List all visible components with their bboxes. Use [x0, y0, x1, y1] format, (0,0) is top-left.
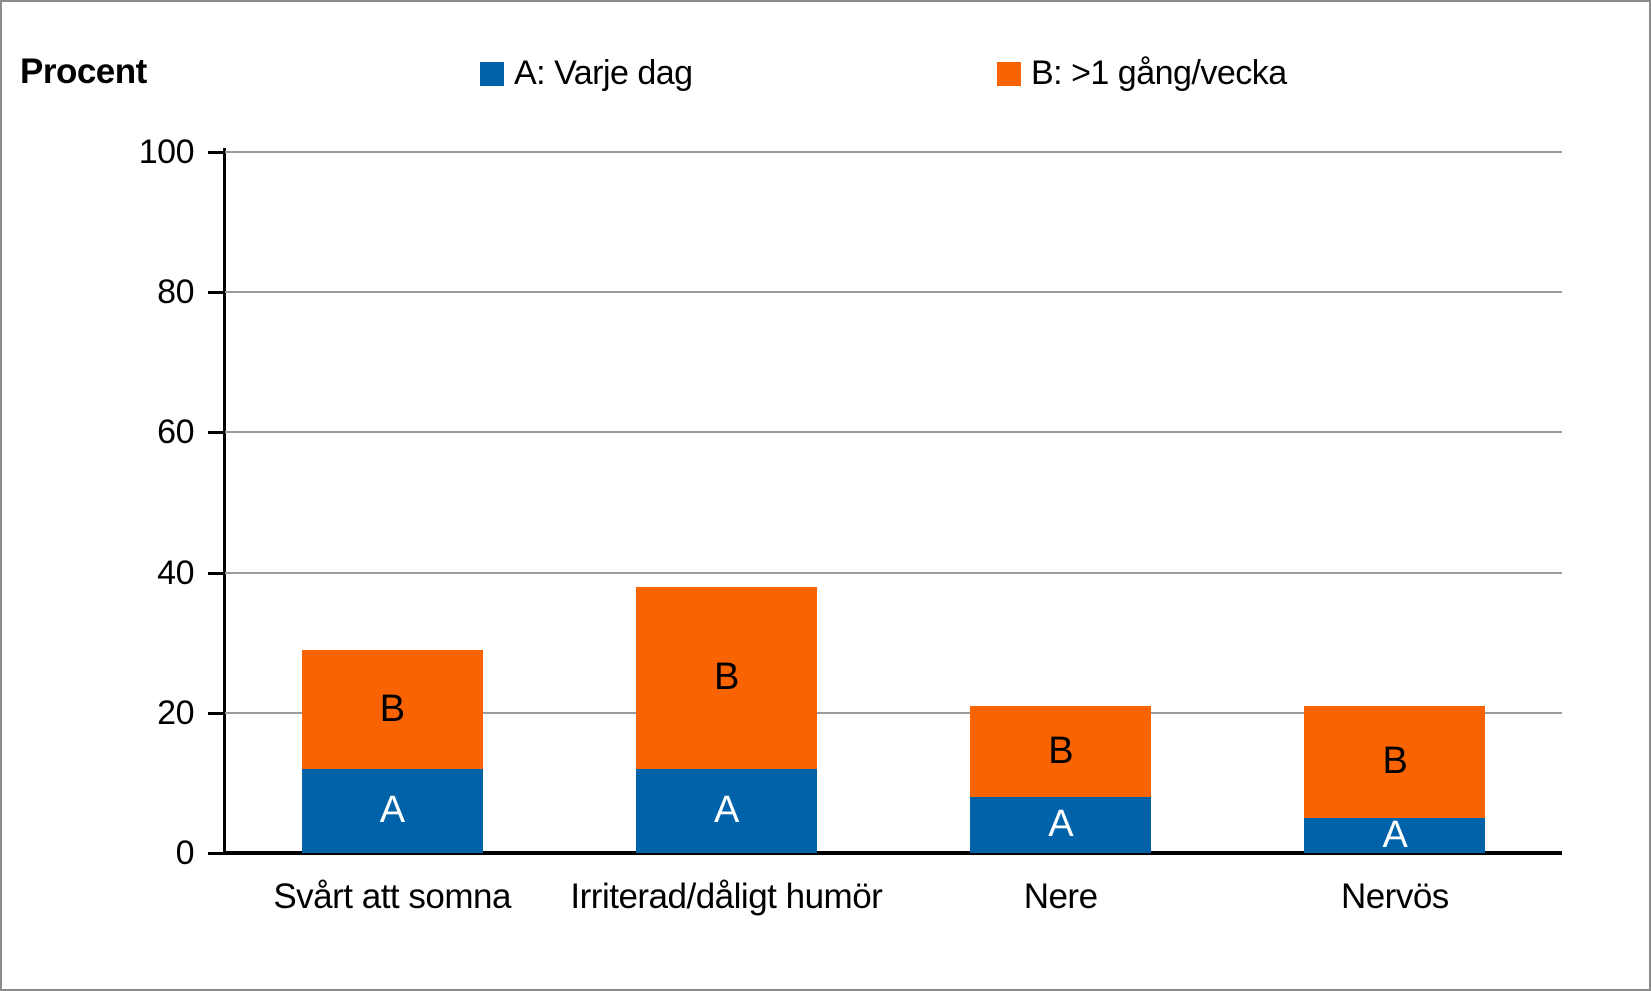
- bar-letter-a-2: A: [713, 789, 739, 832]
- bar-segment-a-3: A: [970, 796, 1152, 853]
- y-axis-title: Procent: [20, 52, 147, 91]
- bar-letter-a-1: A: [379, 789, 405, 832]
- legend-item-b: B: >1 gång/vecka: [997, 54, 1287, 93]
- y-tick-mark-20: [208, 711, 224, 715]
- legend-item-a: A: Varje dag: [480, 54, 693, 93]
- bar-letter-a-3: A: [1048, 803, 1074, 846]
- bar-segment-a-1: A: [301, 768, 483, 853]
- bar-segment-b-1: B: [301, 649, 483, 769]
- x-axis-line: [223, 851, 1562, 855]
- y-tick-label-40: 40: [157, 553, 194, 592]
- x-category-label-3: Nere: [1023, 877, 1098, 916]
- bar-letter-b-4: B: [1382, 740, 1408, 783]
- y-tick-label-100: 100: [138, 133, 195, 171]
- y-tick-label-80: 80: [157, 273, 194, 312]
- gridline-40: [225, 571, 1562, 574]
- bar-segment-a-2: A: [635, 768, 817, 853]
- y-tick-label-60: 60: [157, 413, 194, 452]
- x-category-label-4: Nervös: [1340, 877, 1449, 916]
- y-tick-mark-0: [208, 852, 224, 855]
- legend-swatch-b-icon: [997, 61, 1021, 86]
- bar-letter-a-4: A: [1382, 813, 1408, 856]
- legend-label-b: B: >1 gång/vecka: [1031, 54, 1287, 92]
- y-tick-mark-100: [208, 151, 224, 154]
- gridline-80: [225, 291, 1562, 294]
- y-tick-mark-40: [208, 571, 224, 575]
- bar-letter-b-3: B: [1048, 729, 1074, 772]
- gridline-100: [225, 151, 1562, 153]
- y-tick-label-0: 0: [175, 834, 195, 872]
- bar-segment-b-3: B: [970, 705, 1152, 797]
- gridline-20: [225, 711, 1562, 714]
- bar-segment-b-4: B: [1304, 705, 1486, 818]
- y-tick-mark-80: [208, 291, 224, 295]
- bar-letter-b-2: B: [713, 656, 739, 699]
- y-axis-line: [223, 148, 226, 855]
- x-category-label-1: Svårt att somna: [273, 877, 511, 916]
- bar-letter-b-1: B: [379, 687, 405, 730]
- x-category-label-2: Irriterad/dåligt humör: [570, 877, 883, 916]
- bar-segment-b-2: B: [635, 586, 817, 769]
- legend-label-a: A: Varje dag: [514, 54, 693, 92]
- y-tick-mark-60: [208, 431, 224, 435]
- bar-segment-a-4: A: [1304, 814, 1486, 856]
- gridline-60: [225, 431, 1562, 434]
- legend-swatch-a-icon: [480, 61, 504, 86]
- y-tick-label-20: 20: [157, 693, 194, 732]
